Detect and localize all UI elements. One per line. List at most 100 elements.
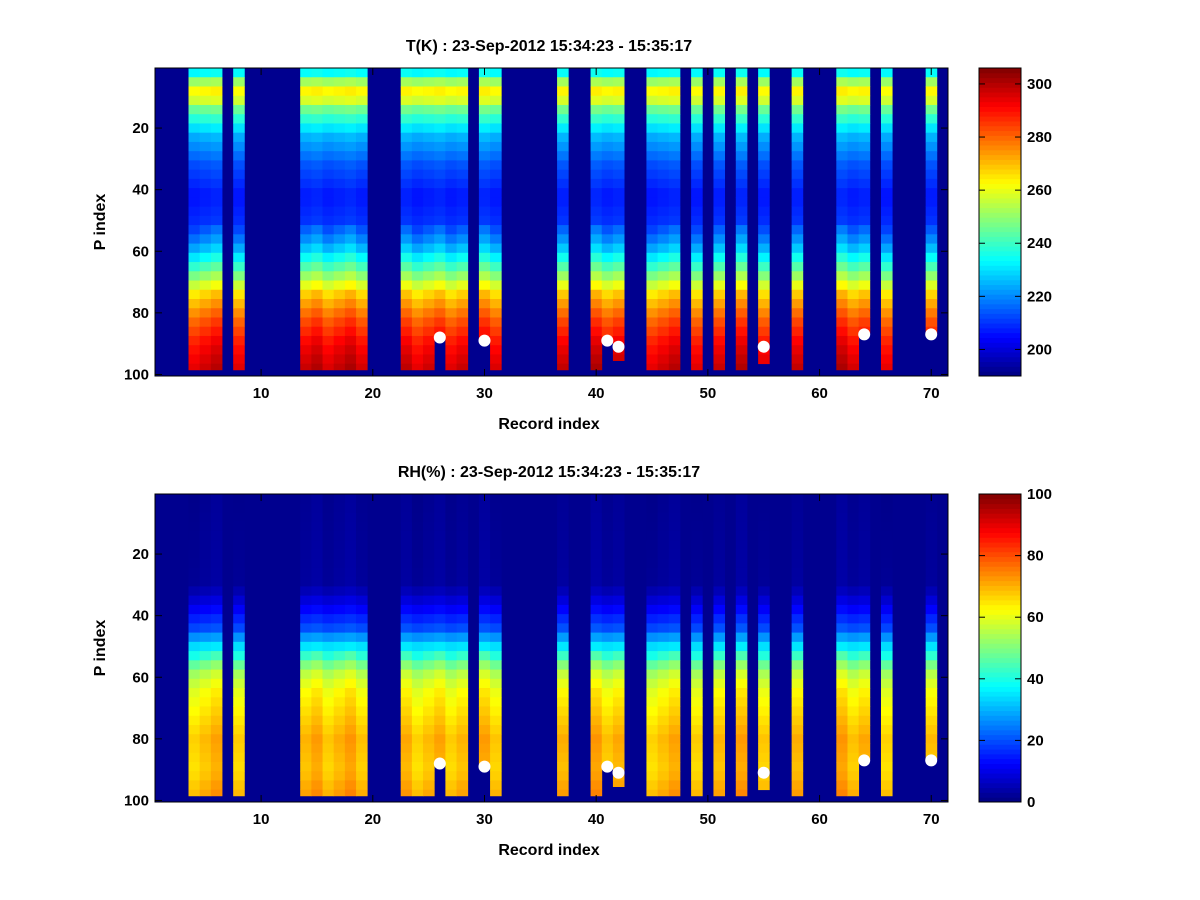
heatmap-cell xyxy=(791,77,804,87)
heatmap-cell xyxy=(880,345,893,355)
colorbar-segment xyxy=(979,332,1021,338)
colorbar-segment xyxy=(979,628,1021,635)
heatmap-cell xyxy=(557,234,569,244)
heatmap-cell xyxy=(612,132,625,143)
data-column xyxy=(344,68,357,371)
heatmap-cell xyxy=(311,614,323,624)
heatmap-cell xyxy=(657,178,670,189)
heatmap-cell xyxy=(188,252,201,263)
heatmap-cell xyxy=(411,345,424,355)
heatmap-cell xyxy=(188,669,201,680)
heatmap-cell xyxy=(344,299,357,309)
y-tick-label: 100 xyxy=(124,366,149,383)
heatmap-cell xyxy=(434,215,446,226)
heatmap-cell xyxy=(836,188,848,198)
heatmap-cell xyxy=(210,558,223,569)
heatmap-cell xyxy=(188,595,201,606)
heatmap-cell xyxy=(791,215,804,226)
heatmap-cell xyxy=(423,604,435,615)
heatmap-cell xyxy=(344,95,357,106)
heatmap-cell xyxy=(434,623,446,633)
heatmap-cell xyxy=(456,558,469,569)
heatmap-cell xyxy=(233,715,245,726)
heatmap-cell xyxy=(188,104,201,115)
heatmap-cell xyxy=(311,558,323,569)
y-axis-label: P index xyxy=(92,620,109,677)
heatmap-cell xyxy=(713,271,726,281)
heatmap-cell xyxy=(210,86,223,97)
heatmap-cell xyxy=(456,614,469,624)
heatmap-cell xyxy=(590,215,603,226)
heatmap-cell xyxy=(691,299,703,309)
heatmap-cell xyxy=(322,586,335,597)
heatmap-cell xyxy=(456,354,469,365)
heatmap-cell xyxy=(646,114,659,124)
heatmap-cell xyxy=(791,188,804,198)
heatmap-cell xyxy=(445,151,457,161)
heatmap-cell xyxy=(590,280,603,291)
heatmap-cell xyxy=(210,77,223,87)
heatmap-cell xyxy=(713,725,726,735)
heatmap-cell xyxy=(691,780,703,791)
heatmap-cell xyxy=(836,494,848,504)
heatmap-cell xyxy=(612,669,625,680)
heatmap-cell xyxy=(836,160,848,171)
heatmap-cell xyxy=(490,567,502,578)
heatmap-cell xyxy=(713,503,726,513)
heatmap-cell xyxy=(333,789,346,797)
heatmap-cell xyxy=(847,104,860,115)
heatmap-cell xyxy=(713,363,726,371)
data-column xyxy=(210,68,223,371)
heatmap-cell xyxy=(199,725,212,735)
colorbar-segment xyxy=(979,580,1021,586)
heatmap-cell xyxy=(344,335,357,346)
heatmap-cell xyxy=(400,623,413,633)
heatmap-cell xyxy=(657,132,670,143)
colorbar-segment xyxy=(979,590,1021,596)
heatmap-cell xyxy=(423,715,435,726)
heatmap-cell xyxy=(691,752,703,763)
heatmap-cell xyxy=(434,262,446,272)
data-column xyxy=(791,494,804,797)
heatmap-cell xyxy=(300,641,312,652)
heatmap-cell xyxy=(836,743,848,754)
colorbar-segment xyxy=(979,744,1021,750)
colorbar-segment xyxy=(979,527,1021,533)
heatmap-cell xyxy=(188,363,201,371)
heatmap-cell xyxy=(836,141,848,152)
heatmap-cell xyxy=(836,512,848,523)
heatmap-cell xyxy=(423,669,435,680)
heatmap-cell xyxy=(210,243,223,254)
colorbar-segment xyxy=(979,763,1021,769)
heatmap-cell xyxy=(423,540,435,550)
heatmap-cell xyxy=(646,521,659,532)
heatmap-cell xyxy=(713,345,726,355)
heatmap-cell xyxy=(612,308,625,318)
colorbar-segment xyxy=(979,246,1021,252)
heatmap-cell xyxy=(847,289,860,300)
heatmap-cell xyxy=(423,761,435,772)
heatmap-cell xyxy=(557,623,569,633)
heatmap-cell xyxy=(322,95,335,106)
heatmap-cell xyxy=(691,197,703,207)
heatmap-cell xyxy=(199,706,212,717)
heatmap-cell xyxy=(210,104,223,115)
heatmap-cell xyxy=(322,697,335,707)
heatmap-cell xyxy=(880,335,893,346)
heatmap-cell xyxy=(411,151,424,161)
heatmap-cell xyxy=(322,688,335,698)
heatmap-cell xyxy=(880,104,893,115)
heatmap-cell xyxy=(713,114,726,124)
heatmap-cell xyxy=(233,363,245,371)
heatmap-cell xyxy=(456,752,469,763)
heatmap-cell xyxy=(300,68,312,78)
heatmap-cell xyxy=(210,632,223,643)
heatmap-cell xyxy=(713,604,726,615)
heatmap-cell xyxy=(836,660,848,670)
heatmap-cell xyxy=(356,669,368,680)
heatmap-cell xyxy=(601,141,614,152)
heatmap-cell xyxy=(791,178,804,189)
heatmap-cell xyxy=(735,494,748,504)
heatmap-cell xyxy=(199,734,212,744)
